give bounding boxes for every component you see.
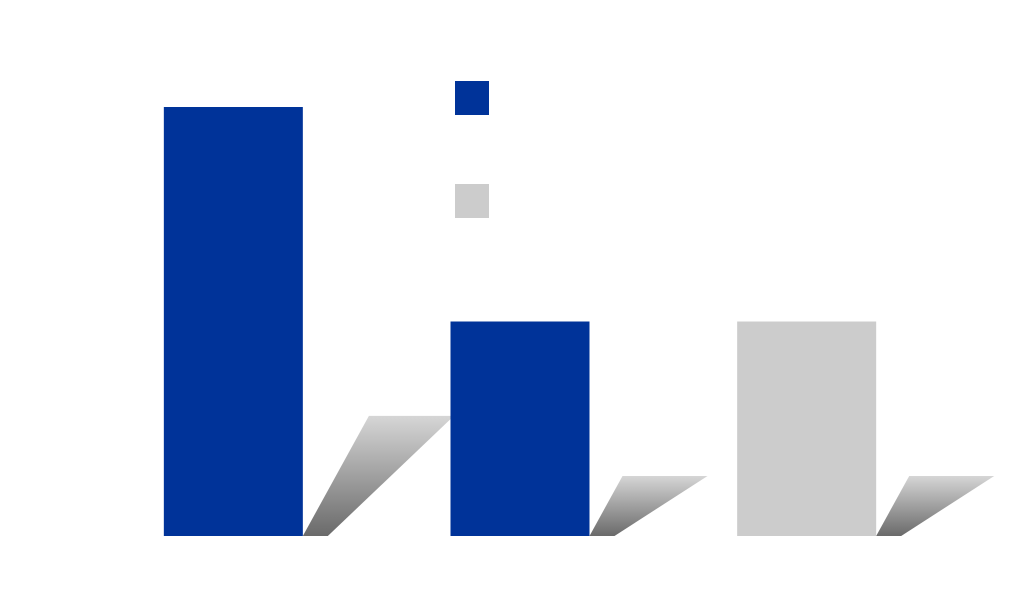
bar-shadow	[302, 415, 454, 536]
bar-shadow	[589, 475, 708, 536]
legend-swatch	[455, 81, 489, 115]
shadows	[302, 415, 995, 536]
legend-swatch	[455, 184, 489, 218]
bar	[737, 321, 877, 536]
bar	[163, 107, 303, 536]
bar	[450, 321, 590, 536]
bars	[163, 107, 877, 536]
bar-shadow	[876, 475, 995, 536]
legend	[455, 81, 489, 218]
